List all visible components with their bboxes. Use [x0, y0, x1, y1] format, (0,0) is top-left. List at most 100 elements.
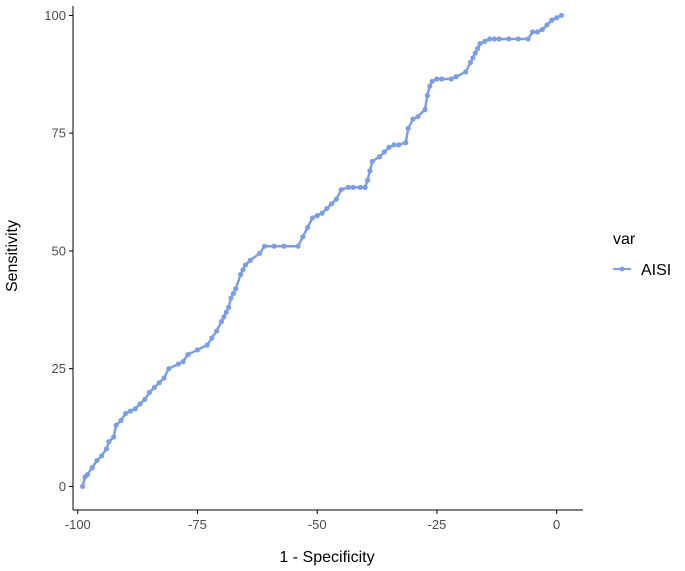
data-point [180, 359, 186, 365]
data-point [410, 116, 416, 122]
data-point [147, 389, 153, 395]
legend-title: var [613, 231, 636, 248]
data-point [156, 380, 162, 386]
data-point [151, 384, 158, 391]
data-point [305, 224, 311, 230]
data-point [230, 290, 237, 296]
data-point [470, 55, 476, 61]
data-point [233, 286, 239, 292]
legend: var AISI [613, 231, 671, 279]
data-point [247, 257, 253, 263]
y-axis-title: Sensitivity [4, 220, 21, 292]
data-point [369, 158, 375, 165]
data-point [534, 29, 541, 35]
data-point [223, 309, 229, 315]
data-point [113, 422, 119, 428]
data-point [376, 154, 383, 160]
x-axis-title: 1 - Specificity [279, 549, 374, 566]
data-point [403, 140, 409, 146]
x-tick-label: 0 [553, 517, 560, 532]
y-tick-label: 0 [59, 479, 66, 494]
data-point [467, 59, 474, 66]
data-point [111, 434, 117, 440]
data-point [333, 196, 339, 202]
data-point [94, 457, 100, 464]
data-point [434, 76, 440, 82]
data-point [477, 41, 483, 47]
data-point [79, 483, 86, 490]
plot-series [79, 12, 565, 490]
data-point [448, 76, 454, 82]
data-point [549, 17, 555, 23]
data-point [240, 267, 246, 273]
x-tick-label: -25 [428, 517, 447, 532]
data-point [338, 187, 344, 193]
data-point [214, 328, 220, 334]
data-point [530, 29, 536, 35]
data-point [487, 36, 493, 42]
data-point [161, 375, 167, 381]
data-point [84, 472, 90, 478]
data-point [295, 243, 301, 249]
data-point [405, 125, 411, 132]
data-point [345, 184, 351, 190]
data-point [422, 107, 428, 113]
data-point [515, 36, 521, 42]
series-line-aisi [81, 14, 563, 487]
data-point [525, 36, 531, 42]
data-point [391, 142, 397, 148]
data-point [558, 12, 565, 19]
data-point [118, 417, 124, 424]
data-point [300, 234, 306, 240]
data-point [429, 78, 435, 84]
data-point [242, 262, 248, 268]
data-point [166, 366, 172, 372]
x-tick-label: -75 [188, 517, 207, 532]
data-point [194, 347, 201, 353]
data-point [362, 184, 368, 190]
data-point [472, 50, 478, 56]
data-point [381, 149, 387, 155]
data-point [271, 243, 277, 249]
y-ticks: 0 25 50 75 100 [44, 8, 73, 494]
data-point [463, 69, 469, 75]
data-point [439, 76, 445, 82]
y-tick-label: 25 [52, 361, 66, 376]
data-point [123, 410, 129, 417]
data-point [506, 36, 512, 42]
data-point [314, 213, 320, 219]
data-point [415, 114, 421, 120]
data-point [204, 342, 210, 348]
data-point [453, 74, 459, 80]
y-axis: 0 25 50 75 100 [44, 6, 74, 510]
data-point [539, 26, 545, 33]
data-point [367, 168, 373, 174]
data-point [209, 335, 215, 341]
data-point [424, 92, 430, 99]
data-point [132, 406, 138, 412]
data-point [257, 250, 263, 256]
data-point [175, 361, 181, 367]
y-tick-label: 75 [52, 126, 66, 141]
y-tick-label: 50 [52, 243, 66, 258]
data-point [137, 401, 143, 407]
data-point [103, 446, 110, 452]
data-point [185, 351, 191, 358]
legend-key-point [619, 266, 625, 272]
data-point [396, 142, 402, 148]
data-point [99, 453, 105, 459]
data-point [127, 408, 134, 414]
data-point [324, 205, 330, 212]
data-point [218, 318, 225, 325]
data-point [427, 83, 433, 89]
data-point [364, 177, 371, 183]
data-point [482, 38, 488, 44]
data-point [328, 201, 335, 207]
data-point [89, 465, 95, 471]
x-axis: -100 -75 -50 -25 0 [65, 509, 583, 532]
data-point [226, 304, 232, 311]
data-point [221, 314, 227, 320]
data-point [350, 184, 356, 190]
data-point [261, 243, 268, 249]
